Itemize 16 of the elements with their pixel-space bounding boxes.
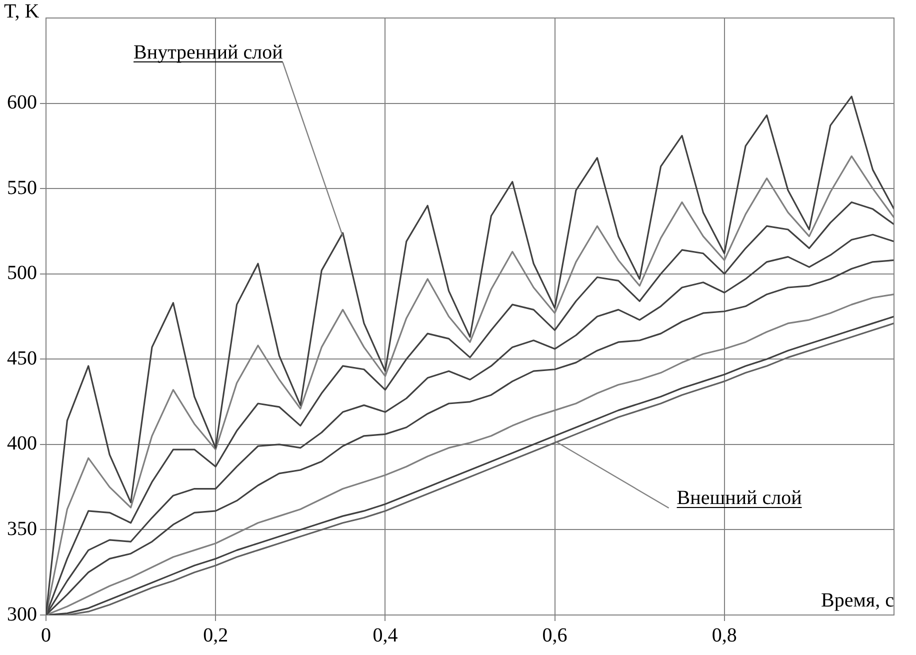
x-tick-label: 0,4 [372,624,398,646]
x-axis-title: Время, с [821,589,894,612]
x-tick-label: 0,6 [542,624,568,646]
y-tick-label: 300 [7,603,37,626]
y-tick-label: 550 [7,176,37,199]
annotation: Внутренний слой [134,41,284,64]
y-tick-label: 400 [7,432,37,455]
x-tick-label: 0 [41,624,51,646]
y-axis-title: T, K [4,0,40,22]
annotation: Внешний слой [676,487,802,510]
y-tick-label: 350 [7,518,37,540]
y-tick-label: 450 [7,347,37,370]
y-tick-label: 500 [7,262,37,284]
x-tick-label: 0,2 [203,624,228,646]
x-tick-label: 0,8 [712,624,737,646]
y-tick-label: 600 [7,92,37,114]
